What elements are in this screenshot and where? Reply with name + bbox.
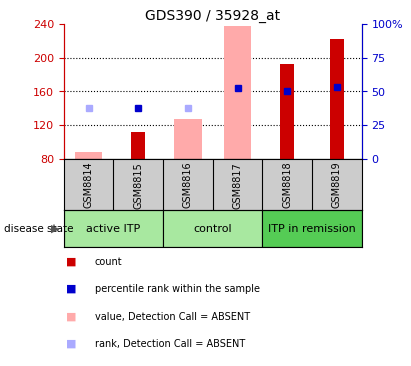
Bar [64, 210, 163, 247]
Text: ITP in remission: ITP in remission [268, 224, 356, 234]
Text: rank, Detection Call = ABSENT: rank, Detection Call = ABSENT [95, 339, 245, 349]
Text: GSM8819: GSM8819 [332, 162, 342, 208]
Text: ■: ■ [66, 339, 76, 349]
Text: GSM8818: GSM8818 [282, 162, 292, 208]
Text: value, Detection Call = ABSENT: value, Detection Call = ABSENT [95, 311, 249, 322]
Text: count: count [95, 257, 122, 267]
Title: GDS390 / 35928_at: GDS390 / 35928_at [145, 9, 280, 23]
Text: active ITP: active ITP [86, 224, 141, 234]
Text: GSM8816: GSM8816 [183, 162, 193, 208]
Text: GSM8815: GSM8815 [133, 162, 143, 209]
Bar [131, 132, 145, 159]
Bar [75, 152, 102, 159]
Bar [224, 26, 251, 159]
Text: ▶: ▶ [51, 224, 60, 234]
Text: GSM8814: GSM8814 [83, 162, 94, 208]
Text: control: control [194, 224, 232, 234]
Text: GSM8817: GSM8817 [233, 162, 242, 209]
Text: ■: ■ [66, 257, 76, 267]
Bar [330, 39, 344, 159]
Text: percentile rank within the sample: percentile rank within the sample [95, 284, 259, 294]
Text: disease state: disease state [4, 224, 74, 234]
Text: ■: ■ [66, 311, 76, 322]
Bar [280, 64, 294, 159]
Bar [163, 210, 262, 247]
Bar [262, 210, 362, 247]
Bar [174, 119, 201, 159]
Text: ■: ■ [66, 284, 76, 294]
